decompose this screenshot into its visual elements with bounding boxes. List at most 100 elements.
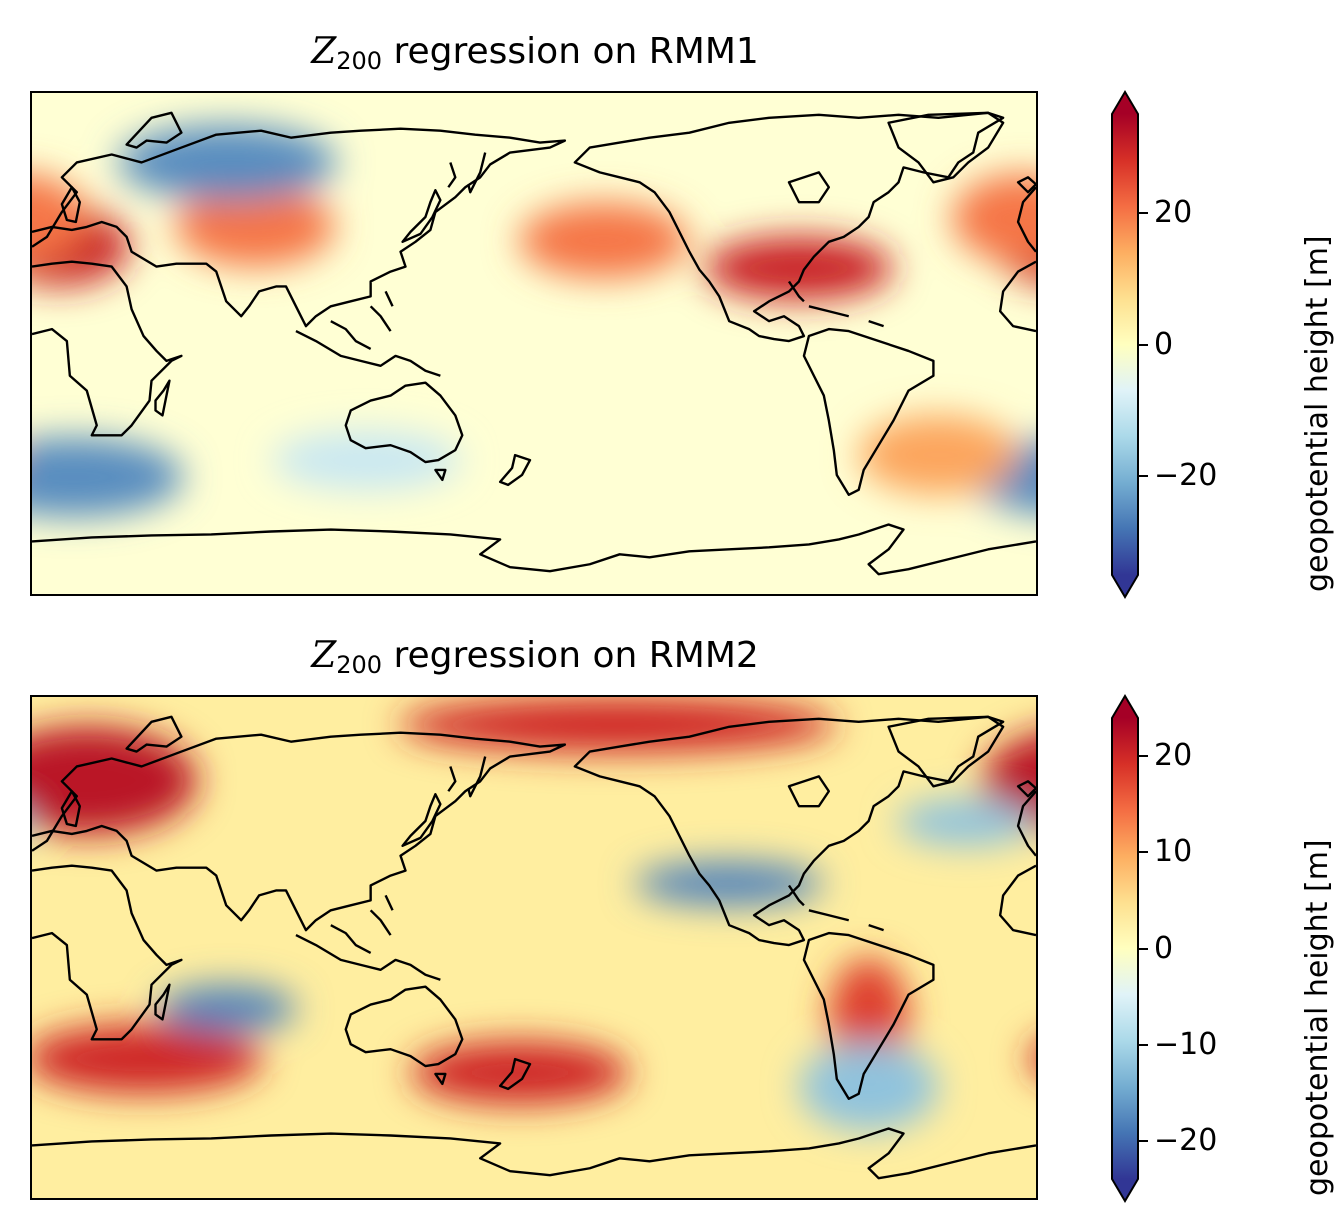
anomaly-blob [32, 725, 198, 836]
title-subscript: 200 [336, 47, 383, 75]
coastline-tasmania [434, 468, 447, 482]
colorbar [1111, 694, 1139, 1203]
coastline-uk [60, 186, 82, 224]
anomaly-blob [32, 437, 184, 517]
tick-label: −20 [1154, 458, 1218, 494]
map-svg [32, 697, 1036, 1198]
coastline-africa-west-edge [998, 260, 1036, 333]
anomaly-field [32, 697, 1036, 1132]
tick-label: 20 [1154, 738, 1193, 774]
title-variable: Z [311, 635, 337, 676]
anomaly-blob [858, 415, 1019, 495]
colorbar-svg [1111, 694, 1139, 1203]
anomaly-field [32, 124, 1036, 517]
coastline-hudson [787, 171, 831, 204]
anomaly-blob [157, 984, 297, 1033]
coastlines [32, 715, 1036, 1180]
anomaly-blob [272, 430, 462, 491]
coastline-australia [344, 381, 464, 464]
tick-mark [1138, 475, 1148, 478]
anomaly-blob [175, 186, 335, 267]
anomaly-blob [704, 236, 894, 301]
anomaly-blob [952, 173, 1036, 263]
coastline-greenland [887, 111, 1005, 184]
coastline-indonesia [295, 894, 441, 981]
coastline-greenland [887, 715, 1005, 788]
heatmap-map [30, 695, 1038, 1200]
anomaly-blob [32, 1024, 264, 1094]
anomaly-blob [398, 697, 837, 753]
colorbar-label: geopotential height [m] [1300, 235, 1335, 592]
coastline-hudson [787, 775, 831, 808]
tick-label: 0 [1154, 326, 1174, 362]
coastline-south-america [802, 931, 935, 1100]
tick-mark [1138, 851, 1148, 854]
coastline-australia [344, 985, 464, 1068]
colorbar-extend-min [1112, 575, 1138, 597]
coastline-uk [60, 790, 82, 828]
title-variable: Z [311, 31, 337, 72]
colorbar-svg [1111, 90, 1139, 599]
coastline-new-zealand [498, 453, 532, 487]
coastline-antarctica [32, 523, 1036, 576]
colorbar-extend-max [1112, 696, 1138, 718]
anomaly-blob [634, 861, 824, 906]
title-text: regression on RMM2 [382, 635, 759, 676]
coastline-tasmania [434, 1072, 447, 1086]
coastline-eurasia [32, 731, 567, 932]
chart-title: Z200 regression on RMM2 [30, 636, 1040, 685]
title-text: regression on RMM1 [382, 31, 759, 72]
chart-title: Z200 regression on RMM1 [30, 32, 1040, 81]
tick-mark [1138, 343, 1148, 346]
tick-label: −20 [1154, 1122, 1218, 1158]
tick-label: 20 [1154, 194, 1193, 230]
coastline-japan [401, 189, 442, 244]
coastline-europe-edge [1016, 790, 1036, 857]
tick-label: 0 [1154, 930, 1174, 966]
map-svg [32, 93, 1036, 594]
anomaly-blob [519, 202, 689, 279]
tick-mark [1138, 947, 1148, 950]
coastlines [32, 111, 1036, 576]
coastline-sakhalin-kamchatka [447, 152, 487, 194]
colorbar [1111, 90, 1139, 599]
coastline-scandinavia [125, 111, 183, 149]
coastline-antarctica [32, 1127, 1036, 1180]
anomaly-blob [1028, 1046, 1036, 1072]
anomaly-blob [410, 1041, 630, 1105]
colorbar-gradient [1112, 114, 1138, 575]
tick-label: −10 [1154, 1026, 1218, 1062]
colorbar-label: geopotential height [m] [1300, 839, 1335, 1196]
coastline-north-america [573, 111, 1005, 343]
coastline-eurasia [32, 127, 567, 328]
coastline-florida-caribbean [787, 280, 884, 328]
coastline-florida-caribbean [787, 884, 884, 932]
coastline-north-america [573, 715, 1005, 947]
tick-mark [1138, 1043, 1148, 1046]
anomaly-blob [117, 124, 337, 201]
anomaly-blob [896, 798, 1036, 847]
tick-mark [1138, 755, 1148, 758]
coastline-madagascar [154, 379, 171, 417]
colorbar-gradient [1112, 718, 1138, 1179]
coastline-japan [401, 793, 442, 848]
tick-mark [1138, 1139, 1148, 1142]
colorbar-extend-max [1112, 92, 1138, 114]
heatmap-map [30, 91, 1038, 596]
coastline-sakhalin-kamchatka [447, 756, 487, 798]
colorbar-outline [1111, 90, 1139, 599]
coastline-africa [32, 260, 183, 437]
tick-mark [1138, 211, 1148, 214]
anomaly-blob [798, 1042, 939, 1132]
colorbar-outline [1111, 694, 1139, 1203]
coastline-scandinavia [125, 715, 183, 753]
coastline-africa-west-edge [998, 864, 1036, 937]
coastline-new-zealand [498, 1057, 532, 1091]
tick-label: 10 [1154, 834, 1193, 870]
coastline-south-america [802, 327, 935, 496]
coastline-indonesia [295, 290, 441, 377]
coastline-iceland [1016, 780, 1036, 798]
coastline-iceland [1016, 176, 1036, 194]
coastline-africa [32, 864, 183, 1041]
colorbar-extend-min [1112, 1179, 1138, 1201]
